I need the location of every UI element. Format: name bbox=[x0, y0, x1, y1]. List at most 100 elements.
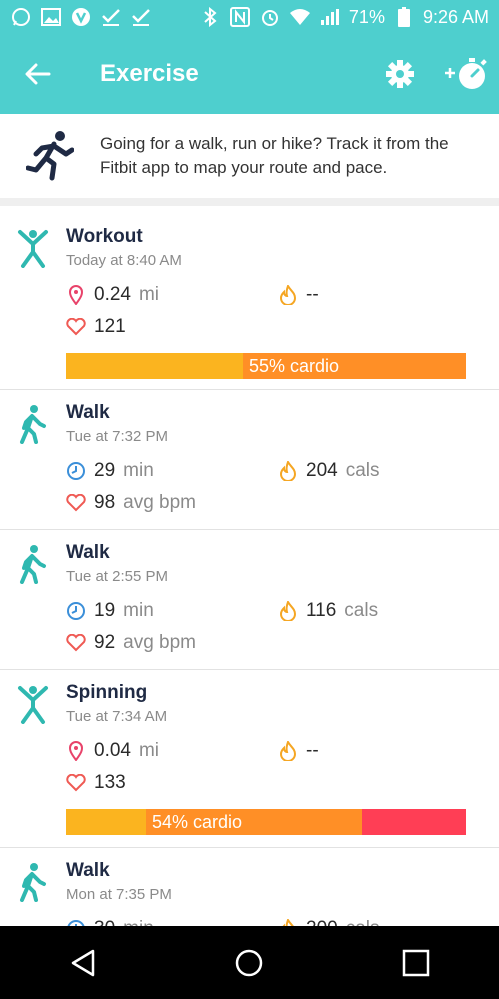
location-pin-icon bbox=[66, 741, 86, 761]
heart-rate-stat: 92 avg bpm bbox=[66, 632, 196, 654]
stat-value: 116 bbox=[306, 600, 337, 621]
stat-value: 92 bbox=[94, 632, 116, 653]
workout-icon bbox=[18, 686, 48, 724]
stat-unit: min bbox=[123, 600, 154, 621]
app-bar: Exercise bbox=[0, 34, 499, 114]
peak-zone-segment bbox=[362, 809, 466, 835]
back-button[interactable] bbox=[18, 54, 58, 94]
exercise-name: Walk bbox=[66, 542, 110, 563]
heart-icon bbox=[66, 633, 86, 653]
stat-unit: avg bpm bbox=[123, 632, 197, 653]
heart-rate-zone-bar: 54% cardio bbox=[66, 809, 466, 835]
stat-unit: avg bpm bbox=[123, 492, 197, 513]
flame-icon bbox=[278, 601, 298, 621]
settings-button[interactable] bbox=[380, 54, 420, 94]
flame-icon bbox=[278, 285, 298, 305]
exercise-card-spinning[interactable]: Spinning Tue at 7:34 AM 0.04 mi -- 133 5… bbox=[0, 670, 499, 848]
stat-value: -- bbox=[306, 740, 319, 761]
calories-stat: -- bbox=[278, 284, 327, 306]
page-title: Exercise bbox=[100, 60, 199, 87]
gear-icon bbox=[386, 60, 414, 88]
walking-icon bbox=[20, 863, 46, 902]
track-promo-banner[interactable]: Going for a walk, run or hike? Track it … bbox=[0, 114, 499, 206]
battery-icon bbox=[393, 6, 415, 28]
flame-icon bbox=[278, 741, 298, 761]
duration-stat: 29 min bbox=[66, 460, 154, 482]
stat-value: 98 bbox=[94, 492, 116, 513]
exercise-time: Mon at 7:35 PM bbox=[66, 886, 172, 903]
nav-home-button[interactable] bbox=[229, 943, 269, 983]
stat-value: 29 bbox=[94, 460, 116, 481]
circle-home-icon bbox=[236, 949, 263, 976]
cardio-zone-segment: 54% cardio bbox=[146, 809, 362, 835]
wifi-icon bbox=[289, 6, 311, 28]
exercise-time: Today at 8:40 AM bbox=[66, 252, 182, 269]
exercise-time: Tue at 2:55 PM bbox=[66, 568, 168, 585]
signal-icon bbox=[319, 6, 341, 28]
fat-burn-zone-segment bbox=[66, 809, 146, 835]
add-exercise-button[interactable] bbox=[440, 52, 490, 96]
checkmark-icon bbox=[130, 6, 152, 28]
stat-value: 133 bbox=[94, 772, 126, 793]
exercise-name: Workout bbox=[66, 226, 143, 247]
nav-recents-button[interactable] bbox=[396, 943, 436, 983]
nav-back-button[interactable] bbox=[63, 943, 103, 983]
stat-unit: cals bbox=[344, 600, 379, 621]
exercise-list: Workout Today at 8:40 AM 0.24 mi -- 121 … bbox=[0, 214, 499, 968]
duration-stat: 19 min bbox=[66, 600, 154, 622]
exercise-name: Walk bbox=[66, 860, 110, 881]
clock-time: 9:26 AM bbox=[422, 6, 489, 27]
cardio-zone-segment: 55% cardio bbox=[243, 353, 466, 379]
arrow-left-icon bbox=[25, 63, 51, 85]
distance-stat: 0.24 mi bbox=[66, 284, 159, 306]
stat-unit: mi bbox=[138, 284, 160, 305]
heart-rate-stat: 121 bbox=[66, 316, 134, 338]
status-bar: 71% 9:26 AM bbox=[0, 0, 499, 34]
stat-value: 121 bbox=[94, 316, 126, 337]
status-bar-notifications bbox=[10, 6, 152, 28]
gallery-icon bbox=[40, 6, 62, 28]
heart-icon bbox=[66, 493, 86, 513]
status-bar-system: 71% 9:26 AM bbox=[199, 6, 489, 28]
heart-rate-stat: 98 avg bpm bbox=[66, 492, 196, 514]
exercise-name: Walk bbox=[66, 402, 110, 423]
exercise-card-walk[interactable]: Walk Tue at 7:32 PM 29 min 204 cals 98 a… bbox=[0, 390, 499, 530]
stat-value: 19 bbox=[94, 600, 116, 621]
heart-icon bbox=[66, 317, 86, 337]
bluetooth-icon bbox=[199, 6, 221, 28]
exercise-time: Tue at 7:34 AM bbox=[66, 708, 168, 725]
walking-icon bbox=[20, 545, 46, 584]
flame-icon bbox=[278, 461, 298, 481]
clock-icon bbox=[66, 461, 86, 481]
stat-unit: mi bbox=[138, 740, 160, 761]
system-navigation-bar bbox=[0, 926, 499, 999]
exercise-time: Tue at 7:32 PM bbox=[66, 428, 168, 445]
calories-stat: 116 cals bbox=[278, 600, 378, 622]
stat-value: 204 bbox=[306, 460, 338, 481]
stat-value: -- bbox=[306, 284, 319, 305]
walking-icon bbox=[20, 405, 46, 444]
heart-icon bbox=[66, 773, 86, 793]
clock-icon bbox=[66, 601, 86, 621]
alarm-icon bbox=[259, 6, 281, 28]
runner-icon bbox=[26, 131, 74, 181]
promo-text: Going for a walk, run or hike? Track it … bbox=[100, 134, 449, 177]
stat-value: 0.04 bbox=[94, 740, 131, 761]
cardio-label: 54% cardio bbox=[152, 811, 243, 832]
location-pin-icon bbox=[66, 285, 86, 305]
heart-rate-stat: 133 bbox=[66, 772, 134, 794]
fat-burn-zone-segment bbox=[66, 353, 243, 379]
square-recents-icon bbox=[402, 949, 430, 976]
whatsapp-icon bbox=[10, 6, 32, 28]
venmo-icon bbox=[70, 6, 92, 28]
workout-icon bbox=[18, 230, 48, 268]
cardio-label: 55% cardio bbox=[249, 355, 340, 376]
exercise-name: Spinning bbox=[66, 682, 148, 703]
checkmark-icon bbox=[100, 6, 122, 28]
triangle-back-icon bbox=[71, 949, 95, 976]
add-stopwatch-icon bbox=[445, 58, 487, 89]
calories-stat: -- bbox=[278, 740, 327, 762]
exercise-card-workout[interactable]: Workout Today at 8:40 AM 0.24 mi -- 121 … bbox=[0, 214, 499, 390]
distance-stat: 0.04 mi bbox=[66, 740, 159, 762]
exercise-card-walk[interactable]: Walk Tue at 2:55 PM 19 min 116 cals 92 a… bbox=[0, 530, 499, 670]
